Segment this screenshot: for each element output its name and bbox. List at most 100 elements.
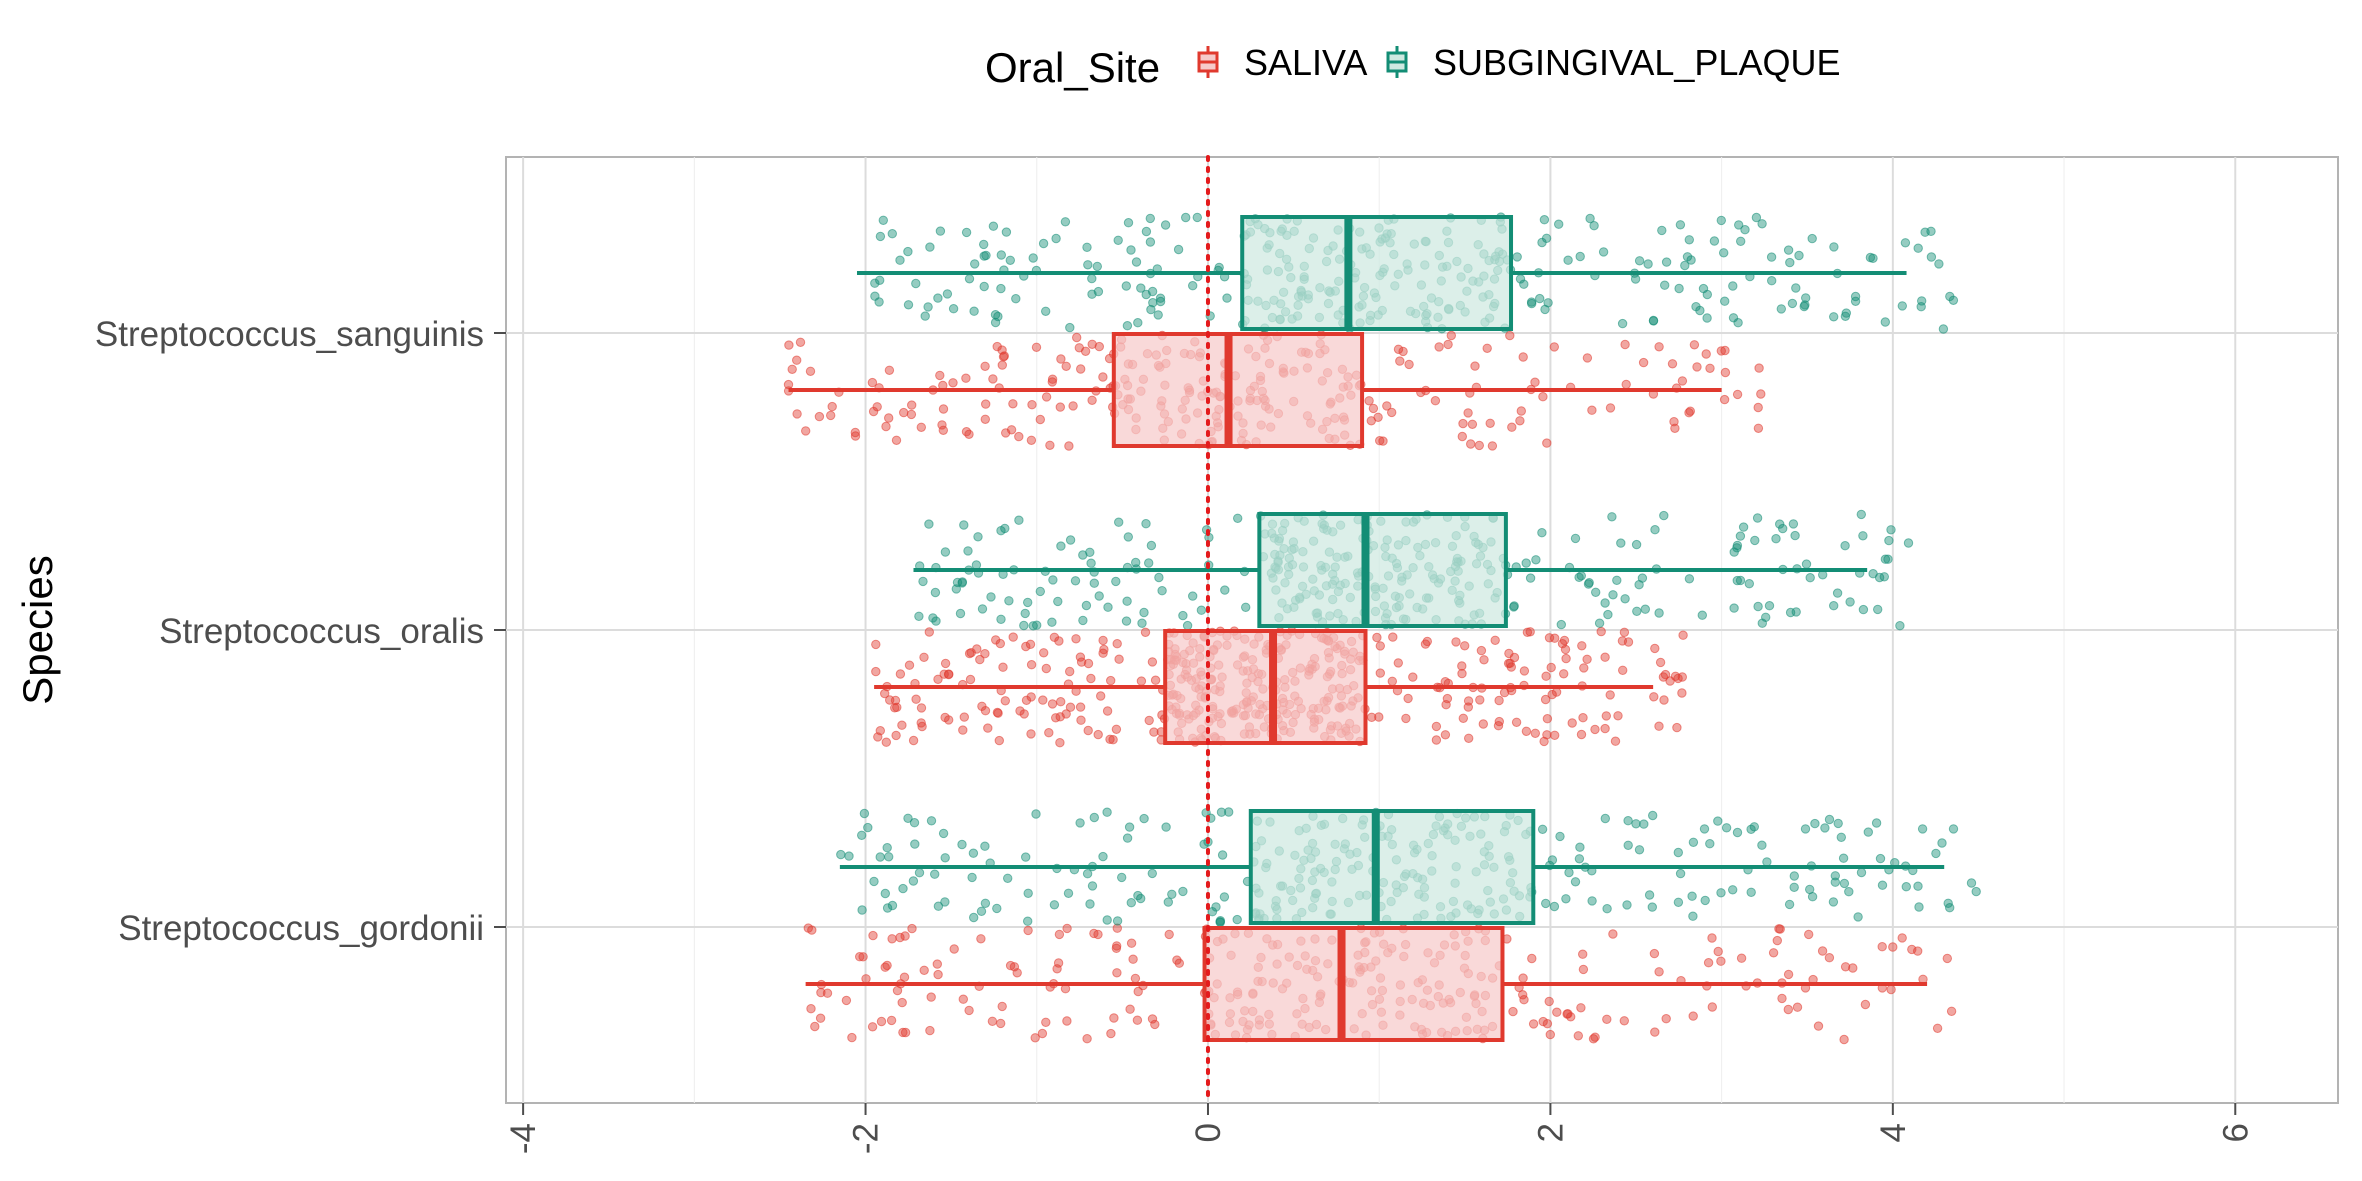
- jitter-point: [1172, 955, 1182, 965]
- jitter-point: [1764, 601, 1775, 611]
- box-iqr: [1163, 629, 1368, 745]
- jitter-point: [1476, 645, 1487, 656]
- jitter-point: [1738, 522, 1749, 532]
- jitter-point: [863, 822, 873, 833]
- jitter-point: [875, 275, 885, 285]
- jitter-point: [1457, 668, 1467, 679]
- jitter-point: [911, 278, 921, 289]
- jitter-point: [1934, 259, 1944, 269]
- jitter-point: [1617, 318, 1628, 329]
- jitter-point: [1214, 262, 1224, 273]
- jitter-point: [1675, 220, 1686, 230]
- jitter-point: [1830, 877, 1841, 887]
- jitter-point: [1124, 822, 1135, 832]
- grid-lines: [506, 157, 2338, 1103]
- jitter-point: [1401, 713, 1411, 724]
- jitter-point: [1108, 735, 1118, 745]
- jitter-point: [1807, 233, 1817, 244]
- jitter-point: [1133, 986, 1143, 997]
- jitter-point: [1087, 395, 1097, 405]
- jitter-point: [1621, 379, 1631, 390]
- jitter-point: [980, 706, 991, 716]
- jitter-point: [857, 905, 867, 915]
- jitter-point: [1475, 695, 1485, 705]
- jitter-point: [996, 283, 1006, 294]
- jitter-point: [1848, 963, 1858, 973]
- jitter-point: [836, 849, 846, 860]
- jitter-point: [897, 997, 907, 1008]
- jitter-point: [1665, 676, 1675, 686]
- jitter-point: [1434, 342, 1444, 352]
- jitter-point: [1147, 1014, 1158, 1024]
- jitter-point: [1157, 586, 1167, 596]
- jitter-point: [1541, 233, 1552, 244]
- jitter-point: [810, 1021, 820, 1032]
- jitter-point: [997, 345, 1007, 355]
- jitter-point: [1530, 377, 1540, 387]
- jitter-point: [1735, 531, 1746, 541]
- jitter-point: [1062, 1016, 1072, 1026]
- jitter-point: [872, 402, 882, 412]
- jitter-point: [1654, 721, 1664, 731]
- jitter-point: [1075, 702, 1086, 712]
- jitter-point: [826, 410, 836, 421]
- jitter-point: [1790, 530, 1800, 541]
- jitter-point: [867, 1022, 878, 1032]
- jitter-point: [1096, 691, 1106, 701]
- jitter-point: [1141, 289, 1151, 300]
- jitter-point: [988, 221, 999, 231]
- jitter-point: [1880, 554, 1891, 564]
- jitter-point: [1519, 995, 1529, 1005]
- jitter-point: [980, 841, 990, 851]
- jitter-point: [1897, 933, 1907, 943]
- jitter-point: [1931, 848, 1941, 859]
- jitter-point: [871, 666, 881, 677]
- jitter-point: [880, 688, 890, 699]
- jitter-point: [1631, 539, 1642, 550]
- jitter-point: [916, 422, 926, 432]
- jitter-point: [1518, 973, 1528, 983]
- jitter-point: [1753, 402, 1763, 413]
- jitter-point: [968, 848, 979, 858]
- jitter-point: [1817, 946, 1828, 956]
- jitter-point: [1038, 695, 1048, 705]
- jitter-point: [1378, 436, 1388, 446]
- jitter-point: [1576, 729, 1587, 740]
- jitter-point: [1132, 1015, 1143, 1025]
- jitter-point: [1065, 535, 1076, 545]
- jitter-point: [1647, 902, 1658, 912]
- jitter-point: [1971, 886, 1981, 897]
- jitter-point: [1388, 632, 1398, 642]
- jitter-point: [1913, 881, 1923, 891]
- jitter-point: [1659, 510, 1669, 521]
- jitter-point: [1467, 419, 1478, 429]
- jitter-point: [1942, 953, 1953, 964]
- jitter-point: [891, 435, 902, 445]
- jitter-point: [1856, 509, 1867, 520]
- jitter-point: [1697, 610, 1708, 620]
- jitter-point: [944, 669, 954, 679]
- jitter-point: [980, 898, 991, 908]
- jitter-point: [1603, 609, 1613, 620]
- jitter-point: [1122, 321, 1133, 331]
- jitter-point: [1546, 662, 1556, 673]
- jitter-point: [1123, 532, 1134, 542]
- jitter-point: [1387, 407, 1397, 418]
- jitter-point: [986, 592, 996, 602]
- jitter-point: [1578, 949, 1588, 959]
- jitter-point: [1111, 576, 1121, 587]
- jitter-point: [1622, 900, 1632, 910]
- jitter-point: [1163, 897, 1174, 907]
- jitter-point: [932, 959, 942, 969]
- jitter-point: [898, 1027, 908, 1038]
- jitter-point: [1785, 257, 1795, 268]
- jitter-point: [1648, 810, 1658, 821]
- jitter-point: [1408, 672, 1418, 682]
- jitter-point: [1093, 729, 1103, 740]
- jitter-point: [959, 520, 969, 530]
- jitter-point: [1753, 423, 1764, 433]
- jitter-point: [933, 674, 943, 684]
- jitter-point: [1567, 718, 1577, 728]
- jitter-point: [1853, 912, 1863, 922]
- jitter-point: [1907, 944, 1917, 955]
